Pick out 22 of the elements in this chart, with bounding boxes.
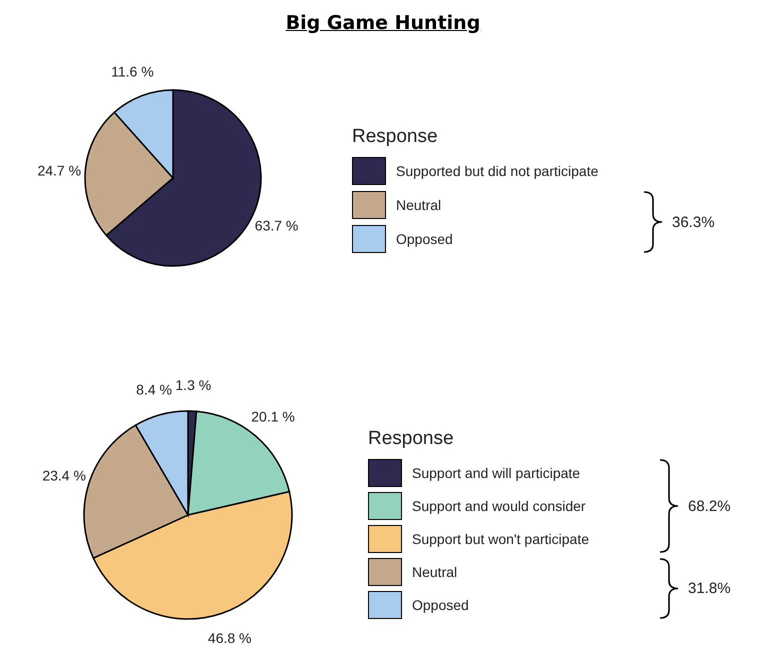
data-label: 23.4 %: [42, 468, 86, 484]
data-label: 46.8 %: [208, 630, 252, 646]
text: 68.2%: [688, 498, 731, 514]
legend-label: Opposed: [412, 597, 469, 613]
legend-label: Supported but did not participate: [396, 163, 598, 179]
data-label: 8.4 %: [136, 382, 172, 398]
legend-title: Response: [368, 428, 454, 450]
data-label: 24.7 %: [37, 162, 82, 178]
data-label: 1.3 %: [175, 377, 212, 394]
text: 36.3%: [672, 214, 715, 230]
legend-label: Neutral: [396, 197, 442, 213]
legend-label: Opposed: [396, 231, 453, 247]
legend-label: Support but won't participate: [412, 531, 590, 547]
chart-title: Big Game Hunting: [286, 12, 480, 34]
data-label: 63.7 %: [254, 218, 298, 234]
text: 31.8%: [688, 580, 731, 597]
legend-label: Support and would consider: [412, 498, 586, 514]
legend-label: Support and will participate: [412, 465, 580, 481]
data-label: 11.6 %: [111, 63, 154, 80]
legend-label: Neutral: [412, 564, 458, 580]
data-label: 20.1 %: [251, 408, 295, 425]
legend-title: Response: [352, 126, 438, 148]
